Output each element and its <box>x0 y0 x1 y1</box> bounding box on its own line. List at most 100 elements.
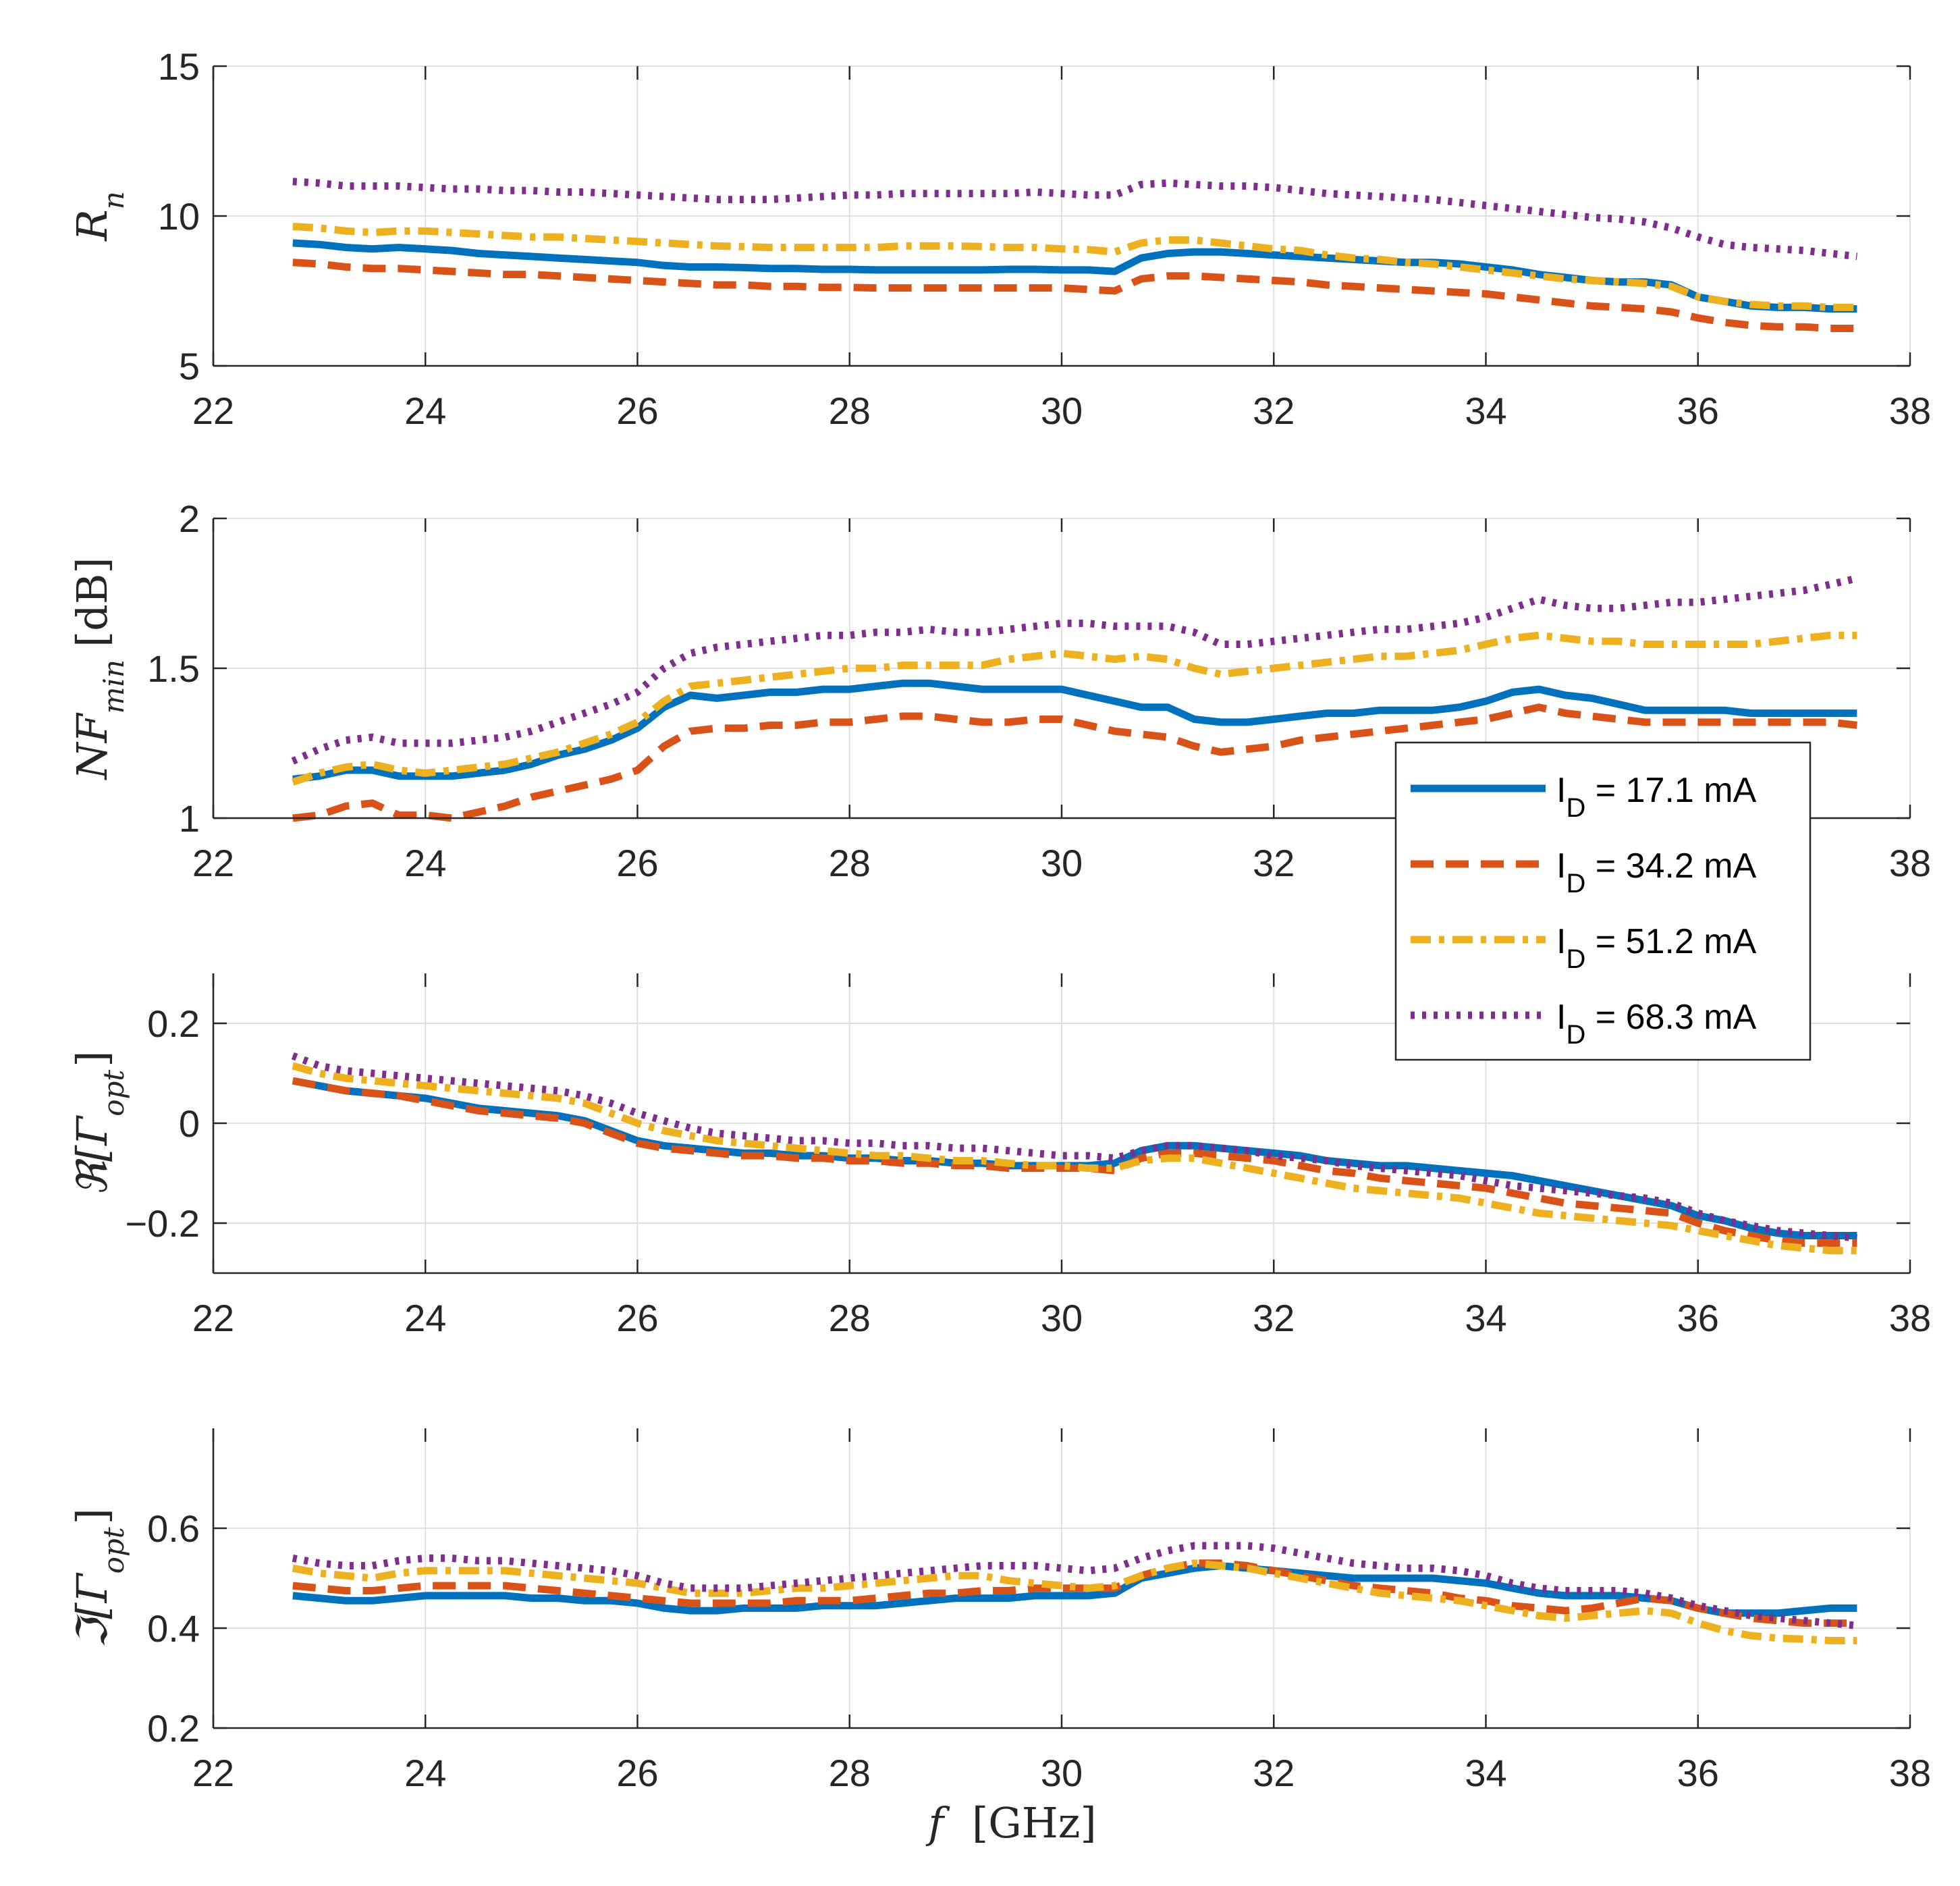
x-tick-label: 24 <box>404 1297 446 1339</box>
y-tick-label: 0.4 <box>147 1607 200 1650</box>
x-tick-label: 38 <box>1889 1297 1931 1339</box>
x-tick-label: 32 <box>1253 842 1295 884</box>
x-tick-label: 32 <box>1253 389 1295 432</box>
legend-label-main: I <box>1556 922 1566 961</box>
y-tick-label: 1 <box>179 797 200 840</box>
legend-label-main: I <box>1556 846 1566 886</box>
legend-label-value: = 34.2 mA <box>1585 846 1756 886</box>
legend-label-subscript: D <box>1566 1020 1585 1050</box>
y-tick-label: 0.2 <box>147 1002 200 1045</box>
y-tick-label: 0.6 <box>147 1507 200 1550</box>
x-tick-label: 38 <box>1889 842 1931 884</box>
series-line-4 <box>292 178 1858 261</box>
y-tick-label: −0.2 <box>125 1202 200 1245</box>
x-tick-label: 26 <box>616 842 658 884</box>
x-tick-label: 34 <box>1465 1752 1506 1794</box>
x-tick-label: 24 <box>404 1752 446 1794</box>
x-tick-label: 26 <box>616 389 658 432</box>
x-tick-label: 26 <box>616 1297 658 1339</box>
series-line-3 <box>292 1062 1857 1255</box>
x-tick-label: 22 <box>192 1297 234 1339</box>
x-axis-label-unit: [GHz] <box>972 1798 1097 1848</box>
y-axis-label-subscript: opt <box>97 1070 130 1116</box>
x-tick-label: 24 <box>404 842 446 884</box>
x-tick-label: 36 <box>1677 389 1719 432</box>
y-tick-label: 1.5 <box>147 647 200 690</box>
legend-label-subscript: D <box>1566 869 1585 898</box>
x-tick-label: 38 <box>1889 1752 1931 1794</box>
legend-label-2: ID = 34.2 mA <box>1556 846 1757 898</box>
legend-label-main: I <box>1556 998 1566 1037</box>
series-group <box>291 1052 1857 1255</box>
x-tick-label: 30 <box>1041 389 1083 432</box>
y-axis-label-subscript: opt <box>97 1527 130 1573</box>
series-line-4 <box>291 574 1858 765</box>
y-axis-label-subscript: min <box>97 659 130 713</box>
legend-box <box>1394 741 1812 1061</box>
y-axis-label-main: R <box>67 209 117 242</box>
svg-text:f [GHz]: f [GHz] <box>925 1798 1096 1848</box>
series-line-2 <box>292 1077 1857 1247</box>
y-axis-label: Rn <box>67 191 130 242</box>
y-axis-label-main: ℑ[Γ <box>67 1572 117 1648</box>
legend-label-value: = 68.3 mA <box>1585 998 1756 1037</box>
x-tick-label: 32 <box>1253 1752 1295 1794</box>
x-tick-label: 22 <box>192 389 234 432</box>
x-tick-label: 30 <box>1041 1297 1083 1339</box>
grid-lines <box>213 1428 1911 1729</box>
x-tick-label: 30 <box>1041 1752 1083 1794</box>
series-line-1 <box>292 1562 1857 1617</box>
x-tick-label: 28 <box>829 389 871 432</box>
x-tick-label: 36 <box>1677 1752 1719 1794</box>
legend-label-1: ID = 17.1 mA <box>1556 771 1757 823</box>
series-line-3 <box>292 631 1857 786</box>
y-axis-label-main: ℜ[Γ <box>67 1115 117 1196</box>
legend-label-main: I <box>1556 771 1566 810</box>
y-axis-label: ℜ[Γopt] <box>67 1051 130 1196</box>
panel-1: 22 24 26 28 30 32 34 36 38 5 10 15 Rn <box>67 45 1931 432</box>
x-tick-label: 38 <box>1889 389 1931 432</box>
y-tick-label: 2 <box>179 497 200 540</box>
x-tick-label: 28 <box>829 842 871 884</box>
y-axis-label-unit: [dB] <box>67 557 117 647</box>
y-axis-label-subscript: n <box>97 191 130 209</box>
y-tick-label: 0 <box>179 1102 200 1145</box>
series-line-3 <box>292 223 1857 311</box>
y-axis-label-unit: ] <box>67 1051 117 1067</box>
y-axis-label: ℑ[Γopt] <box>67 1508 130 1648</box>
series-line-2 <box>292 703 1858 822</box>
x-tick-label: 32 <box>1253 1297 1295 1339</box>
legend-label-4: ID = 68.3 mA <box>1556 998 1757 1050</box>
y-axis-label-unit: ] <box>67 1508 117 1524</box>
x-axis-label: f [GHz] <box>925 1798 1096 1848</box>
grid-lines <box>213 65 1911 367</box>
legend-label-3: ID = 51.2 mA <box>1556 922 1757 974</box>
x-tick-label: 34 <box>1465 1297 1506 1339</box>
y-axis-label-main: NF <box>67 712 117 780</box>
series-line-2 <box>292 259 1857 332</box>
y-tick-label: 10 <box>158 195 200 238</box>
legend-label-subscript: D <box>1566 793 1585 823</box>
x-tick-label: 36 <box>1677 1297 1719 1339</box>
legend-label-subscript: D <box>1566 944 1585 974</box>
x-tick-label: 26 <box>616 1752 658 1794</box>
series-line-4 <box>291 1052 1857 1242</box>
series-group <box>292 1542 1857 1644</box>
series-line-3 <box>292 1559 1857 1644</box>
x-tick-label: 30 <box>1041 842 1083 884</box>
series-group <box>291 574 1858 822</box>
x-tick-label: 22 <box>192 842 234 884</box>
x-tick-label: 28 <box>829 1297 871 1339</box>
panel-4: 22 24 26 28 30 32 34 36 38 0.2 0.4 0.6 ℑ[Γopt] <box>67 1428 1931 1794</box>
legend-label-value: = 51.2 mA <box>1585 922 1756 961</box>
y-tick-label: 0.2 <box>147 1707 200 1750</box>
x-tick-label: 28 <box>829 1752 871 1794</box>
x-tick-label: 34 <box>1465 389 1506 432</box>
x-axis-label-variable: f <box>925 1798 950 1848</box>
x-tick-label: 22 <box>192 1752 234 1794</box>
y-axis-label: NFmin [dB] <box>67 557 130 780</box>
legend-label-value: = 17.1 mA <box>1585 771 1756 810</box>
panel-3: 22 24 26 28 30 32 34 36 38 −0.2 0 0.2 ℜ[Γopt] <box>67 973 1931 1339</box>
